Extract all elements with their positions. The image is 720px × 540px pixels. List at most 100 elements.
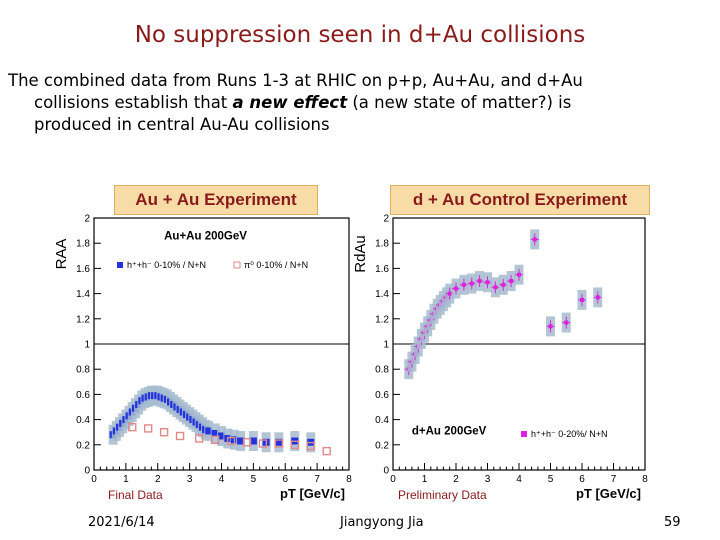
data-point [461, 282, 466, 287]
y-axis-label: RAA [53, 239, 70, 270]
x-tick-label: 1 [123, 474, 129, 485]
data-point-pi0 [143, 424, 153, 433]
x-tick-label: 1 [422, 474, 428, 485]
data-point [501, 282, 506, 287]
data-point [485, 280, 490, 285]
footer-date: 2021/6/14 [88, 515, 155, 530]
y-tick-label: 0.2 [76, 440, 90, 451]
data-point-pi0 [194, 434, 204, 443]
body-line-2-end: (a new state of matter?) is [347, 93, 572, 112]
legend-label: h⁺+h⁻ 0-10% / N+N [127, 260, 206, 270]
data-point-pi0 [258, 439, 268, 448]
data-point-pi0 [290, 440, 300, 449]
y-tick-label: 0.8 [375, 365, 389, 376]
y-tick-label: 1 [383, 340, 389, 351]
slide-title: No suppression seen in d+Au collisions [134, 22, 586, 48]
legend-marker [233, 261, 241, 269]
footer-page-number: 59 [664, 515, 681, 530]
slide-body-text: The combined data from Runs 1-3 at RHIC … [8, 70, 708, 136]
y-tick-label: 0.4 [76, 415, 90, 426]
data-point-pi0 [306, 441, 315, 451]
y-tick-label: 0.8 [76, 365, 90, 376]
y-tick-label: 1.6 [76, 264, 90, 275]
x-tick-label: 5 [251, 474, 257, 485]
data-point [477, 279, 482, 283]
legend-label: π⁰ 0-10% / N+N [244, 260, 308, 270]
y-tick-label: 0.4 [375, 415, 389, 426]
y-tick-label: 1.6 [375, 264, 389, 275]
y-tick-label: 2 [383, 214, 389, 225]
data-point [469, 281, 474, 286]
data-point [517, 272, 521, 277]
data-point [447, 291, 452, 296]
y-tick-label: 0.6 [76, 390, 90, 401]
y-tick-label: 1.2 [76, 314, 90, 325]
au-au-experiment-label: Au + Au Experiment [114, 185, 318, 215]
body-line-1: The combined data from Runs 1-3 at RHIC … [8, 71, 583, 90]
x-axis-label: pT [GeV/c] [576, 486, 641, 501]
x-tick-label: 2 [453, 474, 459, 485]
x-tick-label: 6 [579, 474, 585, 485]
y-tick-label: 2 [84, 214, 90, 225]
x-tick-label: 3 [485, 474, 491, 485]
x-tick-label: 4 [516, 474, 522, 485]
x-tick-label: 4 [219, 474, 225, 485]
legend-label: h⁺+h⁻ 0-20%/ N+N [531, 429, 608, 439]
body-line-3: produced in central Au-Au collisions [34, 115, 330, 134]
data-point [509, 279, 514, 283]
data-point-pi0 [128, 422, 137, 432]
body-line-2: collisions establish that a new effect (… [8, 92, 708, 114]
new-effect-emphasis: a new effect [232, 93, 348, 112]
final-data-caption: Final Data [108, 488, 163, 502]
x-tick-label: 6 [282, 474, 288, 485]
y-tick-label: 1.8 [76, 239, 90, 250]
plot-title: d+Au 200GeV [412, 426, 487, 438]
x-tick-label: 8 [642, 474, 648, 485]
x-tick-label: 5 [548, 474, 554, 485]
data-point [548, 324, 553, 329]
data-point-pi0 [322, 446, 331, 456]
data-point [532, 237, 537, 242]
data-point-pi0 [226, 436, 236, 446]
x-tick-label: 0 [390, 474, 396, 485]
au-au-panel: 0 1 2 3 4 5 6 7 8 0 0.2 0.4 0.6 0.8 1 1.2 1.4 1.6 1.8 2 pT [… [53, 214, 352, 502]
data-point-charged [205, 427, 213, 435]
y-tick-label: 0.2 [375, 440, 389, 451]
x-tick-label: 2 [155, 474, 161, 485]
legend-marker [117, 262, 123, 268]
data-point [454, 286, 458, 291]
d-au-panel: 0 1 2 3 4 5 6 7 8 0 0.2 0.4 0.6 0.8 1 1.2 1.4 1.6 1.8 2 pT [… [352, 214, 648, 502]
y-tick-label: 0.6 [375, 390, 389, 401]
d-au-control-label: d + Au Control Experiment [390, 185, 650, 215]
legend-marker [521, 431, 527, 437]
y-axis-label: RdAu [352, 235, 369, 273]
data-point-pi0 [175, 431, 185, 441]
data-point [564, 320, 569, 325]
plot-title: Au+Au 200GeV [164, 230, 247, 242]
y-tick-label: 1.8 [375, 239, 389, 250]
preliminary-data-caption: Preliminary Data [398, 488, 487, 502]
footer-author: Jiangyong Jia [340, 515, 424, 530]
data-point-pi0 [210, 435, 220, 444]
data-point-charged [211, 429, 219, 437]
data-point [493, 285, 498, 290]
data-point-charged [218, 432, 225, 440]
data-point-pi0 [274, 439, 284, 448]
y-tick-label: 1.4 [76, 289, 90, 300]
data-point [580, 297, 584, 302]
y-tick-label: 0 [84, 466, 90, 477]
body-line-2-start: collisions establish that [34, 93, 233, 112]
x-tick-label: 0 [91, 474, 97, 485]
data-point [595, 295, 600, 300]
y-tick-label: 1 [84, 340, 90, 351]
x-tick-label: 7 [314, 474, 320, 485]
x-tick-label: 8 [346, 474, 352, 485]
x-tick-label: 3 [187, 474, 193, 485]
data-point-charged [249, 437, 257, 445]
y-tick-label: 1.2 [375, 314, 389, 325]
x-tick-label: 7 [611, 474, 617, 485]
data-point-charged [275, 438, 283, 446]
data-point-pi0 [159, 428, 169, 437]
y-tick-label: 0 [383, 466, 389, 477]
